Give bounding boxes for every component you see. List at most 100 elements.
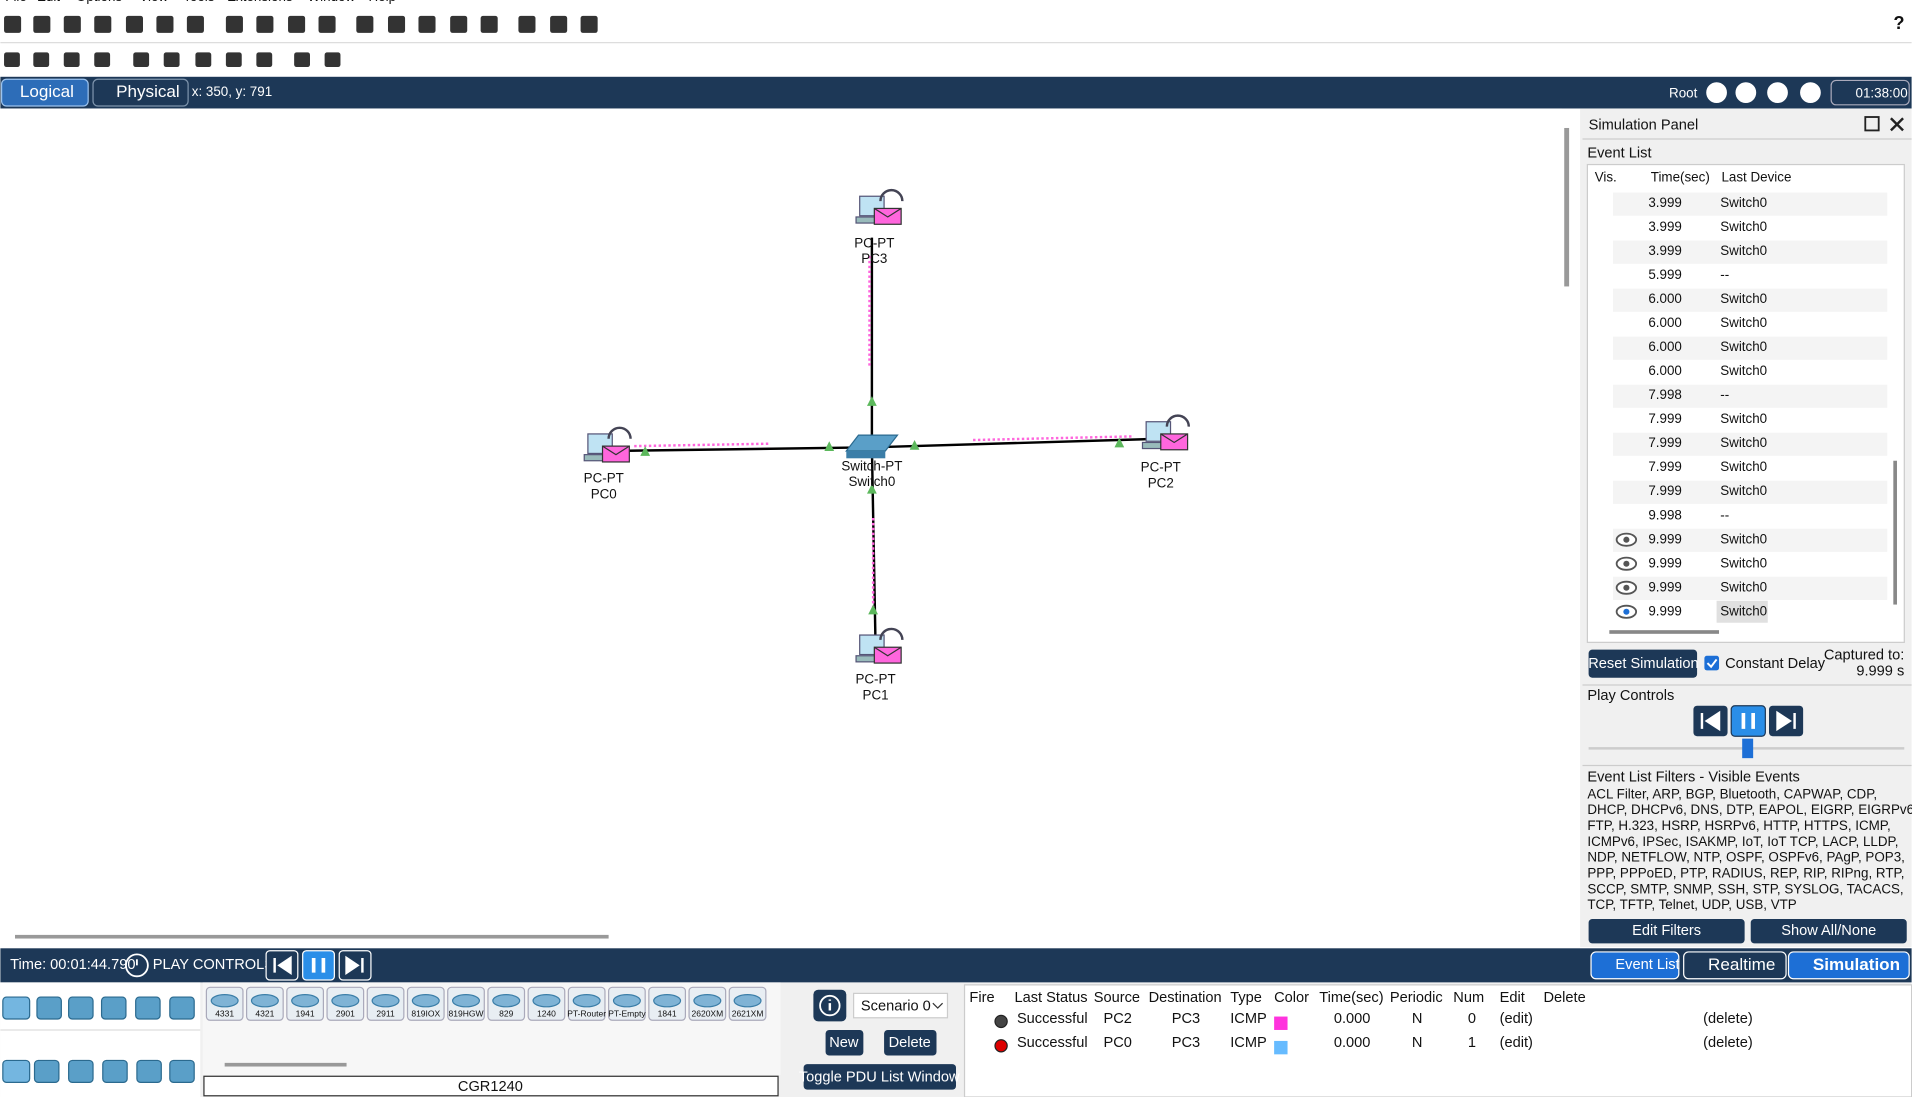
model-label[interactable]: 819IOX [411,1008,440,1018]
category-icon[interactable] [169,1059,195,1083]
logical-tab[interactable] [1,78,89,107]
event-last-device[interactable]: Switch0 [1720,435,1767,450]
speed-slider[interactable] [1742,738,1754,759]
toolbar-icon[interactable] [450,15,468,33]
tool-icon[interactable] [225,52,242,68]
toggle-pdu-label[interactable]: Toggle PDU List Window [799,1069,960,1085]
pdu-edit[interactable]: (edit) [1500,1035,1533,1051]
menu-item[interactable]: View [139,0,168,4]
realtime-toggle[interactable] [1683,951,1787,980]
v-scrollbar[interactable] [1564,127,1570,287]
event-time[interactable]: 9.999 [1648,603,1682,618]
category-icon[interactable] [33,1059,60,1083]
event-last-device[interactable]: Switch0 [1720,243,1767,258]
event-last-device[interactable]: Switch0 [1720,219,1767,234]
event-time[interactable]: 9.999 [1648,579,1682,594]
event-time[interactable]: 3.999 [1648,219,1682,234]
toolbar-icon[interactable] [550,15,568,33]
help-button[interactable]: ? [1893,12,1904,33]
event-last-device[interactable]: Switch0 [1720,363,1767,378]
tool-icon[interactable] [324,52,341,68]
tool-icon[interactable] [294,52,310,68]
event-time[interactable]: 6.000 [1648,315,1682,330]
toolbar-icon[interactable] [156,15,174,33]
pdu-delete[interactable]: (delete) [1703,1011,1753,1027]
constant-delay-checkbox[interactable] [1704,655,1720,671]
model-label[interactable]: 2621XM [732,1008,764,1018]
event-last-device[interactable]: Switch0 [1720,483,1767,498]
event-time[interactable]: 9.999 [1648,531,1682,546]
model-label[interactable]: 2620XM [691,1008,723,1018]
new-button[interactable] [825,1029,864,1056]
toolbar-icon[interactable] [225,15,243,33]
toolbar-icon[interactable] [125,15,144,33]
toggle-pdu-button[interactable] [803,1064,956,1090]
logical-tab-label[interactable]: Logical [20,82,74,101]
event-time[interactable]: 6.000 [1648,339,1682,354]
model-label[interactable]: 1841 [658,1008,677,1018]
event-time[interactable]: 6.000 [1648,291,1682,306]
event-last-device[interactable]: Switch0 [1720,291,1767,306]
toolbar-icon[interactable] [480,15,498,33]
category-icon[interactable] [102,1059,128,1083]
category-icon[interactable] [2,1059,31,1083]
tab-icon[interactable] [1798,81,1823,105]
event-time[interactable]: 3.999 [1648,243,1682,258]
event-time[interactable]: 5.999 [1648,267,1682,282]
toolbar-icon[interactable] [33,15,51,33]
event-list-toggle-label[interactable]: Event List [1615,957,1679,973]
menu-item[interactable]: Tools [183,0,215,4]
event-time[interactable]: 6.000 [1648,363,1682,378]
physical-tab-label[interactable]: Physical [116,82,179,101]
model-label[interactable]: 1240 [537,1008,556,1018]
tool-icon[interactable] [63,52,80,68]
h-scrollbar[interactable] [15,934,609,939]
event-list-hscroll[interactable] [1609,630,1720,634]
model-label[interactable]: PT-Router [567,1008,606,1018]
toolbar-icon[interactable] [418,15,436,33]
tool-icon[interactable] [4,52,20,68]
model-label[interactable]: PT-Empty [608,1008,646,1018]
event-last-device[interactable]: -- [1720,507,1729,522]
event-list-scrollbar[interactable] [1893,460,1897,605]
bar-pause-button[interactable] [302,950,335,981]
toolbar-icon[interactable] [356,15,374,33]
tab-icon[interactable] [1705,81,1729,105]
category-icon[interactable] [68,1059,94,1083]
restore-button[interactable] [1864,116,1880,132]
pdu-delete[interactable]: (delete) [1703,1035,1753,1051]
reset-label[interactable]: Reset Simulation [1588,656,1698,672]
realtime-label[interactable]: Realtime [1708,955,1775,974]
edit-filters-button[interactable] [1588,919,1745,944]
tool-icon[interactable] [33,52,50,68]
toolbar-icon[interactable] [256,15,274,33]
toolbar-icon[interactable] [186,15,204,33]
model-label[interactable]: 4331 [215,1008,234,1018]
close-button[interactable] [1890,117,1904,132]
show-all-label[interactable]: Show All/None [1781,923,1876,939]
simulation-label[interactable]: Simulation [1813,955,1900,974]
fire-icon[interactable] [994,1039,1008,1053]
show-all-button[interactable] [1750,919,1907,944]
event-last-device[interactable]: Switch0 [1720,579,1767,594]
event-list-toggle[interactable] [1590,951,1680,980]
pdu-edit[interactable]: (edit) [1500,1011,1533,1027]
model-label[interactable]: 1941 [296,1008,315,1018]
tool-icon[interactable] [94,52,111,68]
event-last-device[interactable]: Switch0 [1720,315,1767,330]
toolbar-icon[interactable] [387,15,406,33]
category-icon[interactable] [36,996,62,1020]
scenario-dropdown[interactable] [853,992,949,1019]
toolbar-icon[interactable] [288,15,306,33]
constant-delay-label[interactable]: Constant Delay [1725,656,1826,672]
menu-item[interactable]: Help [368,0,396,4]
category-icon[interactable] [136,1059,162,1083]
event-time[interactable]: 9.998 [1648,507,1682,522]
delete-label[interactable]: Delete [889,1035,931,1051]
model-label[interactable]: 829 [499,1008,513,1018]
